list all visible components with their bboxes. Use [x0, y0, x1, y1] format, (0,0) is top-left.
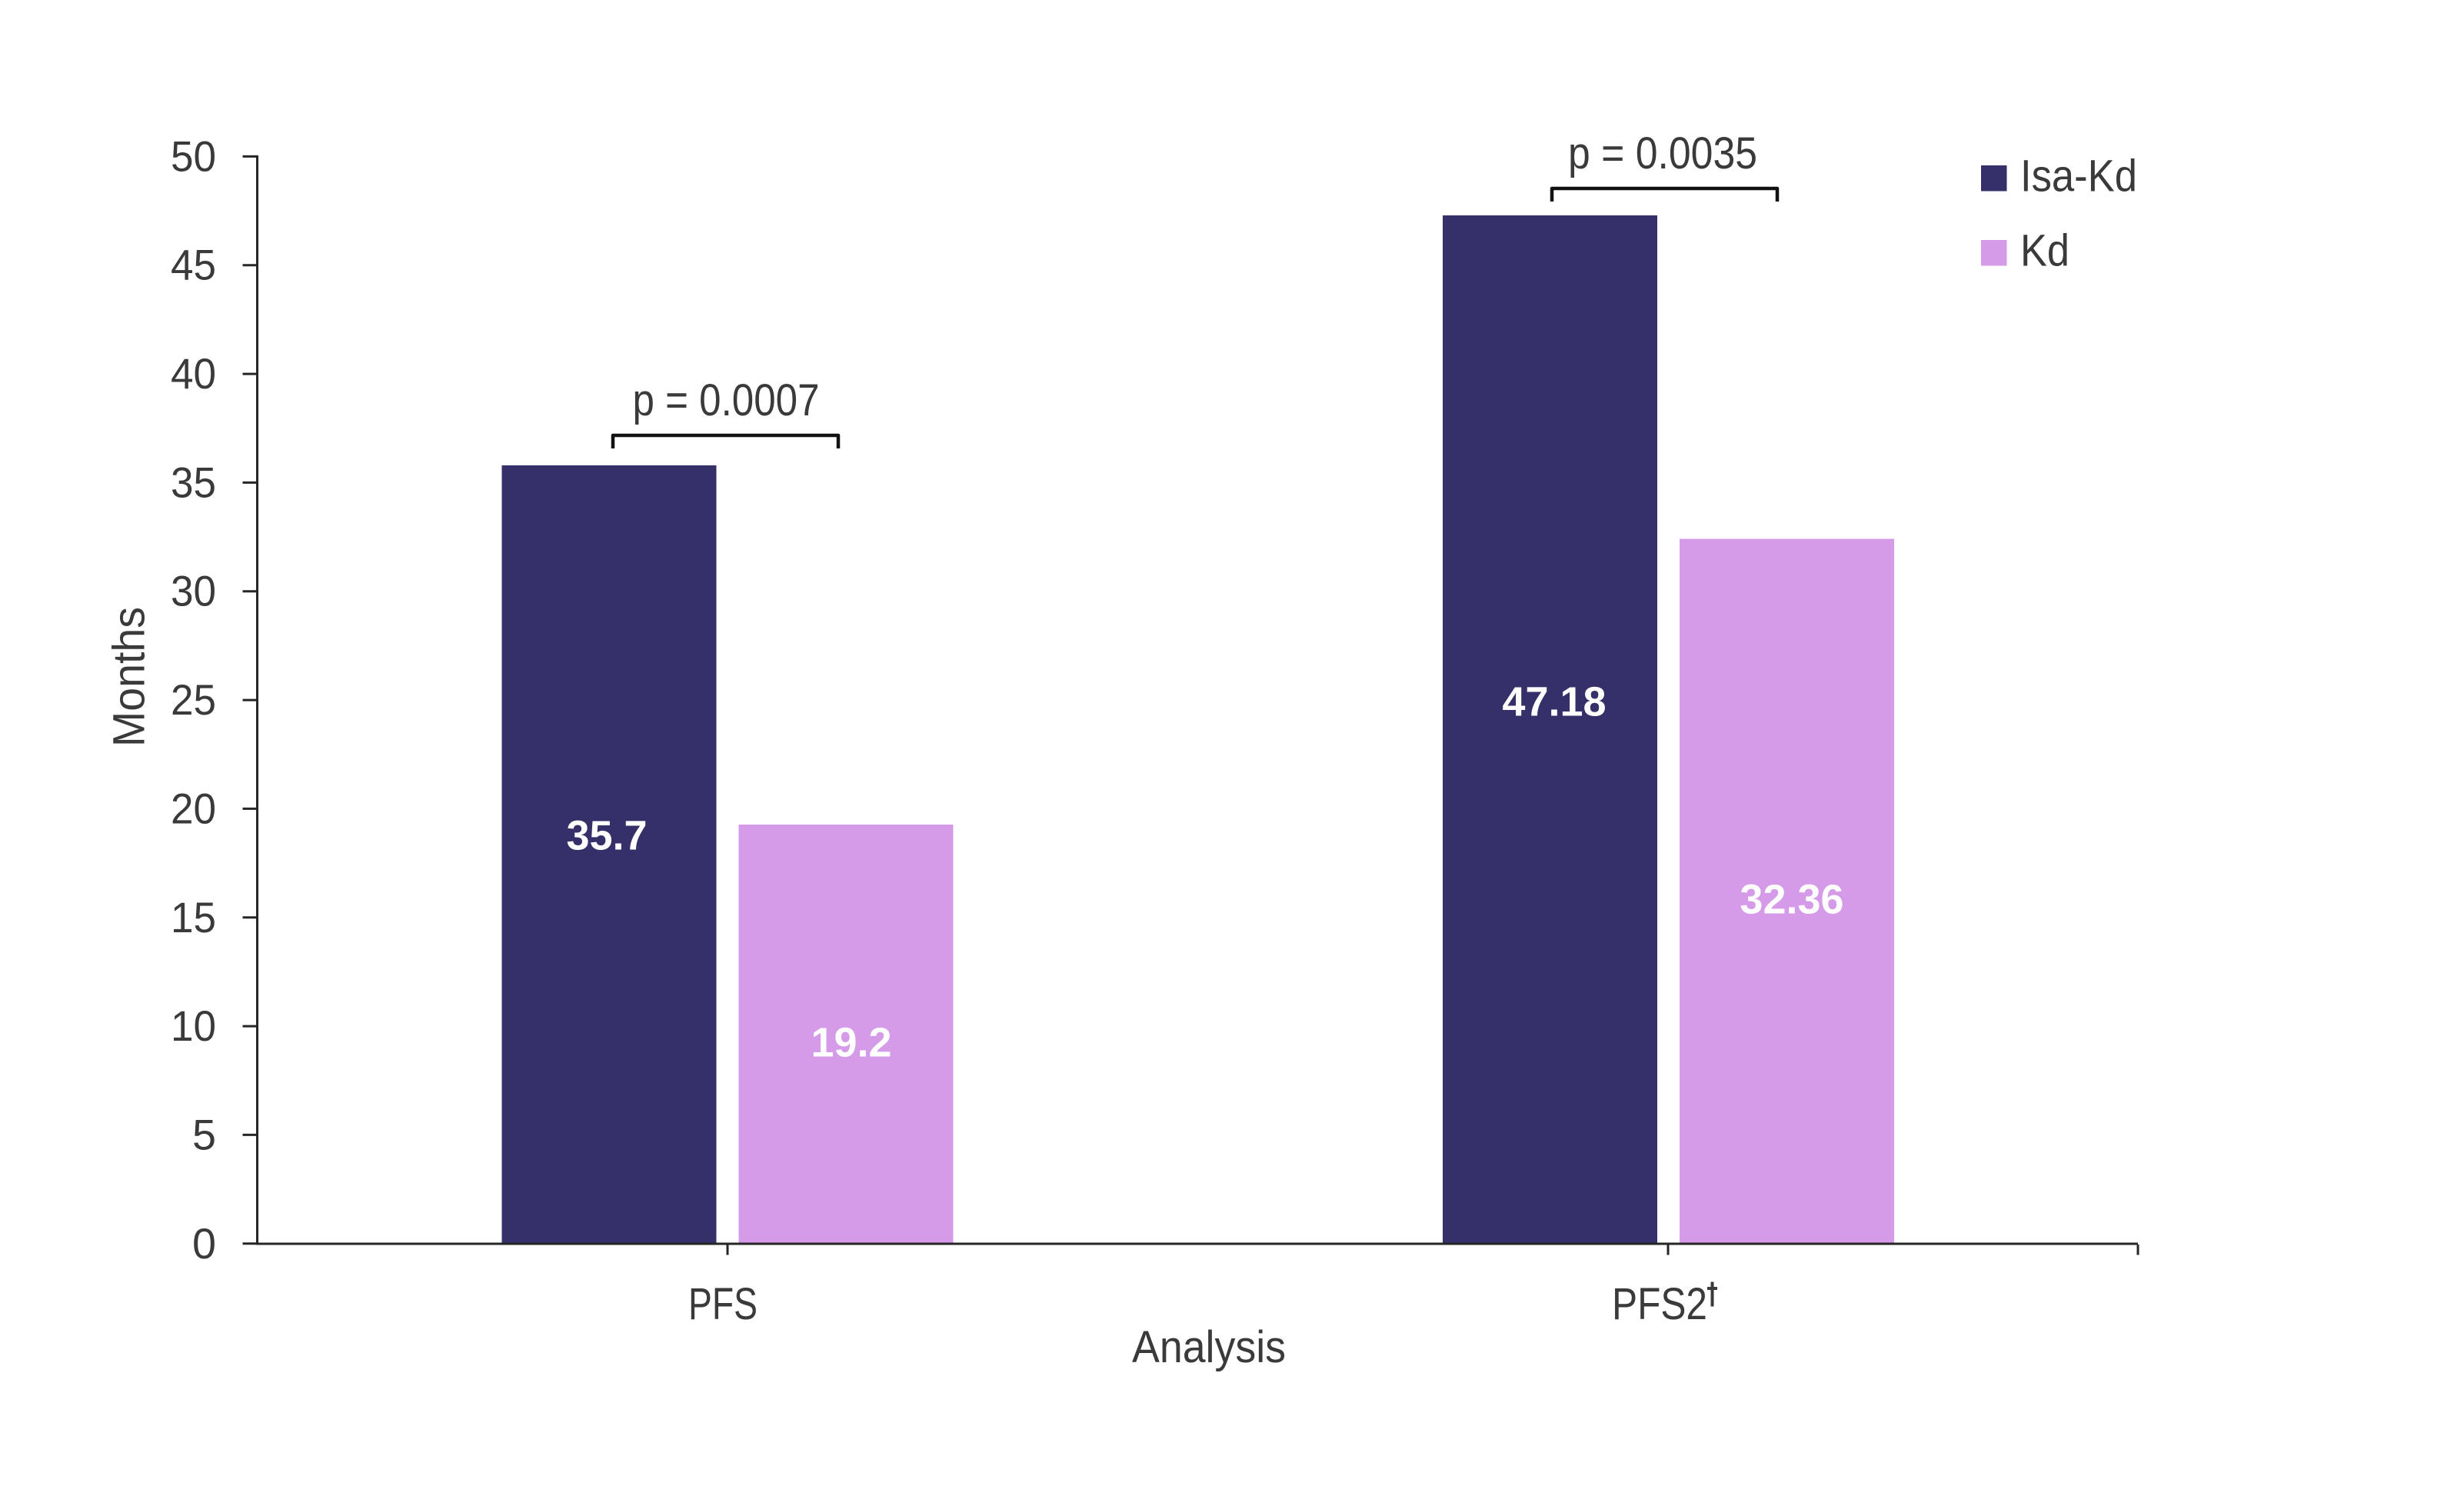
svg-text:10: 10 — [171, 1001, 216, 1050]
svg-text:19.2: 19.2 — [811, 1020, 891, 1066]
svg-text:p = 0.0007: p = 0.0007 — [633, 375, 820, 425]
svg-text:Months: Months — [105, 607, 155, 747]
svg-text:45: 45 — [171, 241, 216, 289]
svg-text:PFS: PFS — [688, 1279, 758, 1329]
svg-text:47.18: 47.18 — [1502, 679, 1606, 725]
svg-text:PFS2: PFS2 — [1612, 1279, 1707, 1329]
svg-text:Kd: Kd — [2020, 226, 2069, 276]
svg-text:35.7: 35.7 — [566, 813, 647, 859]
svg-text:15: 15 — [171, 893, 216, 941]
svg-text:0: 0 — [192, 1219, 216, 1268]
svg-text:Analysis: Analysis — [1132, 1322, 1286, 1372]
svg-text:50: 50 — [171, 132, 216, 180]
svg-text:Isa-Kd: Isa-Kd — [2020, 152, 2137, 202]
svg-text:20: 20 — [171, 784, 216, 832]
svg-text:25: 25 — [171, 675, 216, 724]
svg-text:40: 40 — [171, 349, 216, 398]
svg-text:p = 0.0035: p = 0.0035 — [1568, 128, 1757, 178]
svg-text:30: 30 — [171, 567, 216, 615]
svg-text:32.36: 32.36 — [1740, 877, 1843, 923]
svg-text:5: 5 — [192, 1110, 216, 1158]
svg-text:35: 35 — [171, 458, 216, 506]
